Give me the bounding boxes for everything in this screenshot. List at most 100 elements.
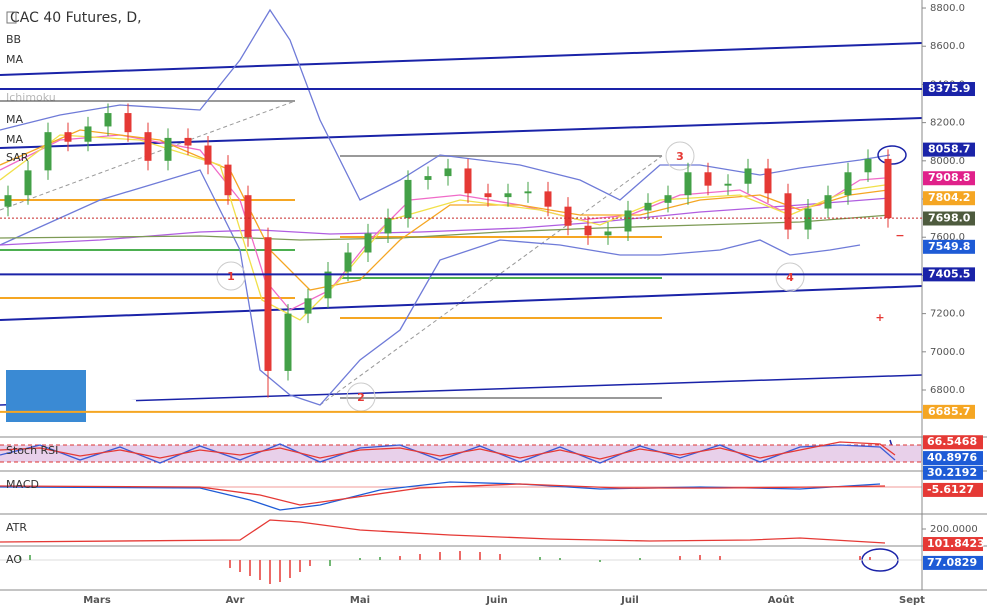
x-tick-label: Mars: [83, 595, 111, 606]
candle-body: [464, 168, 472, 194]
y-tick-label: 8600.0: [930, 41, 965, 52]
value-tag: [923, 451, 983, 466]
indicator-label: Ichimoku: [6, 91, 56, 104]
candle-body: [324, 271, 332, 299]
annotation: 1: [227, 270, 235, 283]
y-tick-label: 8200.0: [930, 118, 965, 129]
collapse-icon[interactable]: [6, 11, 17, 24]
candle-body: [744, 168, 752, 184]
price-tag: [923, 404, 975, 419]
candle-body: [404, 179, 412, 219]
candle-body: [544, 191, 552, 207]
value-tag-label: 30.2192: [927, 466, 977, 479]
y-tick-label: 7600.0: [930, 232, 965, 243]
panel-label: AO: [6, 553, 22, 566]
price-tag-label: 7405.5: [928, 267, 970, 280]
candle-body: [664, 195, 672, 203]
y-tick-label: 6800.0: [930, 385, 965, 396]
candle-body: [604, 231, 612, 236]
price-tag-label: 6685.7: [928, 405, 970, 418]
candle-body: [244, 195, 252, 238]
value-tag: [923, 537, 983, 552]
candle-body: [64, 132, 72, 142]
candle-body: [84, 126, 92, 142]
value-tag: [923, 482, 983, 497]
candle-body: [584, 225, 592, 236]
candle-body: [164, 137, 172, 161]
price-tag: [923, 142, 975, 157]
annotation: 3: [676, 150, 684, 163]
y-tick-label: 7000.0: [930, 347, 965, 358]
candle-body: [224, 164, 232, 196]
panel-dividers: [0, 0, 987, 591]
value-tag: [923, 465, 983, 480]
annotation: 4: [786, 271, 794, 284]
price-tag: [923, 82, 975, 97]
x-tick-label: Juil: [620, 595, 639, 606]
candle-body: [784, 193, 792, 230]
candle-body: [364, 233, 372, 253]
candle-body: [844, 172, 852, 196]
y-tick-label: 8800.0: [930, 3, 965, 14]
candle-body: [344, 252, 352, 272]
candle-body: [504, 193, 512, 198]
indicator-label: SAR: [6, 151, 29, 164]
candle-body: [264, 237, 272, 371]
x-tick-label: Août: [768, 594, 795, 606]
value-tag-label: 66.5468: [927, 435, 977, 448]
candle-body: [184, 137, 192, 146]
value-tag-label: 77.0829: [927, 556, 977, 569]
indicator-label: MA: [6, 113, 23, 126]
panel-label: Stoch RSI: [6, 444, 58, 457]
price-tag-label: 7549.8: [928, 240, 970, 253]
price-tag: [923, 171, 975, 186]
candle-body: [424, 176, 432, 180]
panel-decor: [0, 441, 922, 584]
annotation: −: [895, 229, 904, 242]
y-tick-label: 7200.0: [930, 309, 965, 320]
candle-body: [804, 208, 812, 230]
y-tick-label: 200.0000: [930, 524, 978, 535]
value-tag-label: 101.8423: [927, 537, 985, 550]
price-tag-label: 8058.7: [928, 143, 970, 156]
candle-body: [704, 172, 712, 186]
candle-body: [724, 183, 732, 186]
value-tag-label: 40.8976: [927, 451, 977, 464]
candle-body: [144, 132, 152, 161]
value-tag: [923, 435, 983, 450]
price-tag: [923, 267, 975, 282]
candle-body: [644, 202, 652, 211]
candle-body: [304, 298, 312, 314]
candle-body: [124, 113, 132, 133]
x-tick-label: Avr: [226, 595, 245, 606]
y-tick-label: 8000.0: [930, 156, 965, 167]
candle-body: [564, 206, 572, 226]
candle-body: [884, 158, 892, 219]
candle-body: [444, 168, 452, 177]
candle-body: [284, 313, 292, 371]
price-tag: [923, 239, 975, 254]
price-tag: [923, 191, 975, 206]
price-tag-label: 7804.2: [928, 191, 970, 204]
candle-body: [204, 145, 212, 165]
price-tag: [923, 211, 975, 226]
candle-body: [764, 168, 772, 194]
panel-label: ATR: [6, 521, 27, 534]
candle-body: [24, 170, 32, 196]
candle-body: [824, 195, 832, 209]
value-tag: [923, 555, 983, 570]
candle-body: [484, 193, 492, 198]
candle-body: [104, 113, 112, 127]
panel-label: MACD: [6, 478, 39, 491]
candle-body: [684, 172, 692, 196]
price-tag-label: 8375.9: [928, 82, 970, 95]
x-tick-label: Juin: [485, 595, 507, 606]
indicator-label: BB: [6, 33, 21, 46]
x-tick-label: Mai: [350, 595, 370, 606]
chart-title: CAC 40 Futures, D,: [10, 10, 142, 26]
annotation: +: [875, 311, 884, 324]
x-tick-label: Sept: [899, 595, 925, 606]
candle-body: [864, 158, 872, 173]
